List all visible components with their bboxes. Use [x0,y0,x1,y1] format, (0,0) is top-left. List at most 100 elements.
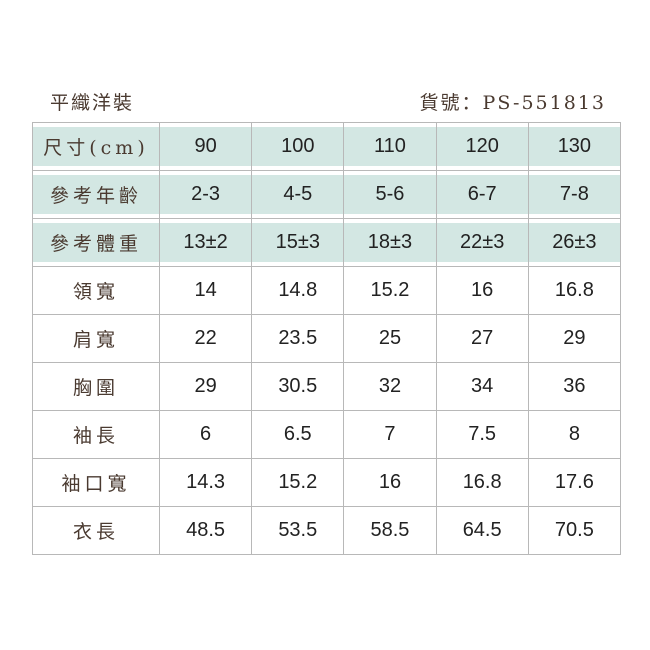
cell-value: 15±3 [252,223,344,262]
table-cell: 25 [343,314,437,363]
table-cell: 2-3 [158,170,253,219]
table-cell: 7-8 [527,170,622,219]
table-cell: 7 [343,410,437,459]
table-cell: 90 [158,122,253,171]
cell-value: 5-6 [344,175,436,214]
table-cell: 120 [435,122,529,171]
cell-value: 14 [194,279,217,301]
row-label: 袖口寬 [61,473,131,495]
table-cell: 16.8 [527,266,622,315]
table-row: 袖口寬 14.3 15.2 16 16.8 17.6 [32,458,622,507]
row-label-cell: 衣長 [32,506,160,555]
table-cell: 15.2 [343,266,437,315]
table-cell: 16.8 [435,458,529,507]
cell-value: 29 [194,375,217,397]
table-cell: 110 [343,122,437,171]
cell-value: 130 [528,127,620,166]
row-label-cell: 參考年齡 [32,170,160,219]
table-cell: 18±3 [343,218,437,267]
table-cell: 64.5 [435,506,529,555]
cell-value: 16 [471,279,494,301]
table-row: 衣長 48.5 53.5 58.5 64.5 70.5 [32,506,622,555]
cell-value: 15.2 [370,279,410,301]
table-cell: 14.3 [158,458,253,507]
cell-value: 4-5 [252,175,344,214]
table-cell: 34 [435,362,529,411]
table-cell: 8 [527,410,622,459]
table-cell: 26±3 [527,218,622,267]
cell-value: 26±3 [528,223,620,262]
table-cell: 15.2 [251,458,345,507]
cell-value: 14.8 [278,279,318,301]
table-cell: 130 [527,122,622,171]
row-label-cell: 袖長 [32,410,160,459]
cell-value: 22±3 [436,223,528,262]
header-row: 參考年齡 2-3 4-5 5-6 6-7 7-8 [32,170,622,219]
cell-value: 22 [194,327,217,349]
cell-value: 70.5 [554,519,594,541]
cell-value: 64.5 [462,519,502,541]
cell-value: 48.5 [186,519,226,541]
cell-value: 34 [471,375,494,397]
table-cell: 4-5 [251,170,345,219]
row-label: 衣長 [72,521,119,543]
row-label: 參考體重 [33,223,159,262]
cell-value: 17.6 [554,471,594,493]
product-code: 貨號：PS-551813 [419,92,606,114]
table-cell: 23.5 [251,314,345,363]
cell-value: 23.5 [278,327,318,349]
table-cell: 13±2 [158,218,253,267]
cell-value: 2-3 [160,175,252,214]
table-cell: 48.5 [158,506,253,555]
cell-value: 32 [378,375,402,397]
table-cell: 27 [435,314,529,363]
cell-value: 27 [471,327,494,349]
cell-value: 25 [378,327,402,349]
table-row: 胸圍 29 30.5 32 34 36 [32,362,622,411]
table-cell: 70.5 [527,506,622,555]
row-label: 領寬 [72,281,119,303]
cell-value: 30.5 [278,375,318,397]
row-label-cell: 領寬 [32,266,160,315]
table-row: 領寬 14 14.8 15.2 16 16.8 [32,266,622,315]
cell-value: 110 [344,127,436,166]
table-cell: 15±3 [251,218,345,267]
cell-value: 16.8 [462,471,502,493]
cell-value: 16 [378,471,402,493]
row-label: 肩寬 [72,329,119,351]
row-label: 胸圍 [72,377,119,399]
row-label: 袖長 [72,425,119,447]
cell-value: 6-7 [436,175,528,214]
table-cell: 36 [527,362,622,411]
cell-value: 6.5 [283,423,312,445]
row-label-cell: 尺寸(cm) [32,122,160,171]
cell-value: 36 [563,375,586,397]
cell-value: 14.3 [186,471,226,493]
table-cell: 7.5 [435,410,529,459]
product-name: 平織洋裝 [50,92,135,114]
header-row: 尺寸(cm) 90 100 110 120 130 [32,122,622,171]
table-cell: 29 [158,362,253,411]
table-row: 袖長 6 6.5 7 7.5 8 [32,410,622,459]
table-cell: 16 [435,266,529,315]
cell-value: 7-8 [528,175,620,214]
row-label-cell: 肩寬 [32,314,160,363]
cell-value: 16.8 [554,279,594,301]
row-label-cell: 袖口寬 [32,458,160,507]
table-cell: 32 [343,362,437,411]
table-cell: 14.8 [251,266,345,315]
table-cell: 17.6 [527,458,622,507]
cell-value: 29 [563,327,586,349]
table-cell: 58.5 [343,506,437,555]
table-cell: 53.5 [251,506,345,555]
header-row: 參考體重 13±2 15±3 18±3 22±3 26±3 [32,218,622,267]
table-cell: 6-7 [435,170,529,219]
row-label: 參考年齡 [33,175,159,214]
cell-value: 6 [200,423,212,445]
row-label: 尺寸(cm) [33,127,159,166]
cell-value: 15.2 [278,471,318,493]
table-cell: 29 [527,314,622,363]
cell-value: 7.5 [468,423,497,445]
cell-value: 7 [384,423,396,445]
table-cell: 5-6 [343,170,437,219]
